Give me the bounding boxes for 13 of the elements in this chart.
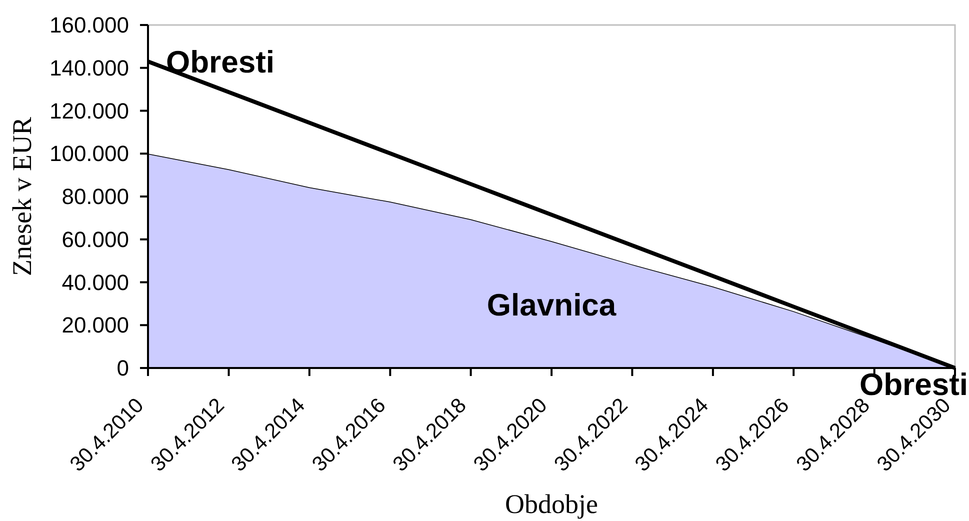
x-axis-title: Obdobje	[505, 489, 598, 519]
y-tick-label: 160.000	[49, 12, 129, 38]
series-label: Glavnica	[486, 287, 617, 322]
y-tick-label: 0	[116, 356, 129, 380]
y-tick-label: 40.000	[62, 270, 129, 295]
y-tick-label: 60.000	[62, 226, 129, 252]
series-label: Obresti	[166, 44, 275, 80]
y-tick-label: 80.000	[62, 184, 129, 209]
y-tick-label: 100.000	[49, 141, 129, 166]
y-tick-label: 140.000	[49, 55, 129, 80]
y-tick-label: 120.000	[49, 98, 129, 124]
y-tick-label: 20.000	[62, 312, 129, 338]
y-axis-title: Znesek v EUR	[7, 117, 37, 276]
